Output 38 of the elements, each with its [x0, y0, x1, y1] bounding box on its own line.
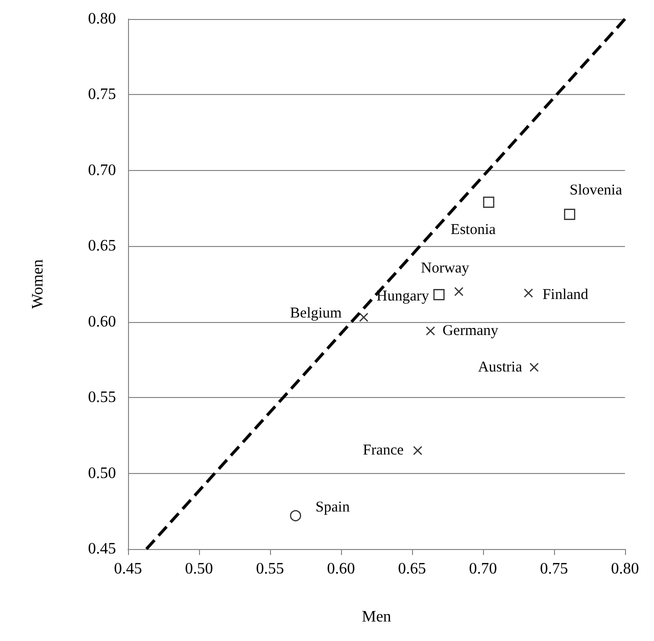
- point: [564, 208, 576, 220]
- annotation: Estonia: [450, 222, 496, 238]
- point: [290, 510, 302, 522]
- y-tick-label: 0.55: [88, 389, 116, 406]
- y-tick-label: 0.70: [88, 162, 116, 179]
- annotation: Norway: [420, 260, 470, 277]
- y-axis-title: Women: [30, 259, 46, 309]
- y-tick-label: 0.75: [88, 86, 116, 104]
- annotation: France: [362, 442, 404, 459]
- point: [359, 312, 368, 322]
- y-tick-label: 0.60: [88, 313, 116, 330]
- point: [530, 362, 539, 372]
- annotation: Finland: [542, 287, 589, 304]
- x-tick-label: 0.75: [540, 560, 568, 578]
- annotation: Slovenia: [570, 182, 622, 198]
- y-tick-label: 0.80: [88, 10, 116, 28]
- point: [454, 286, 464, 296]
- point: [483, 196, 494, 208]
- y-tick-label: 0.65: [88, 238, 116, 255]
- annotation: Spain: [316, 500, 350, 516]
- annotation: Germany: [442, 322, 499, 339]
- y-tick-label: 0.45: [88, 540, 116, 558]
- point: [524, 288, 534, 298]
- x-tick-label: 0.55: [256, 560, 284, 578]
- point: [433, 289, 445, 300]
- annotation: Hungary: [376, 288, 430, 305]
- annotation: Austria: [478, 359, 522, 376]
- x-tick-label: 0.70: [469, 560, 497, 578]
- x-axis-title: Men: [362, 608, 392, 626]
- x-tick-label: 0.60: [327, 560, 355, 578]
- point: [426, 326, 436, 336]
- x-tick-label: 0.50: [185, 560, 213, 578]
- annotation: Belgium: [290, 305, 342, 322]
- y-tick-label: 0.50: [88, 464, 116, 482]
- x-tick-label: 0.65: [398, 560, 426, 578]
- x-tick-label: 0.80: [611, 560, 639, 578]
- x-tick-label: 0.45: [114, 560, 142, 578]
- point: [413, 446, 422, 456]
